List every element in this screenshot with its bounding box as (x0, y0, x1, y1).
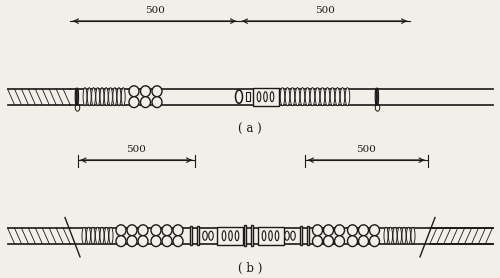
Ellipse shape (295, 88, 300, 106)
Ellipse shape (340, 88, 345, 106)
Ellipse shape (300, 88, 305, 106)
Ellipse shape (82, 227, 86, 244)
Text: 500: 500 (314, 6, 334, 15)
Ellipse shape (88, 88, 91, 106)
Ellipse shape (290, 88, 295, 106)
Ellipse shape (104, 227, 108, 244)
Ellipse shape (320, 88, 325, 106)
Ellipse shape (129, 97, 139, 108)
Ellipse shape (312, 225, 322, 236)
Ellipse shape (162, 225, 172, 236)
Ellipse shape (152, 86, 162, 97)
Ellipse shape (335, 88, 340, 106)
Ellipse shape (116, 225, 126, 236)
Ellipse shape (96, 88, 100, 106)
Text: 500: 500 (144, 6, 165, 15)
Bar (258, 227, 283, 245)
Bar (246, 93, 250, 101)
Bar (244, 225, 246, 246)
Bar (250, 225, 252, 246)
Bar (218, 227, 244, 245)
Ellipse shape (324, 236, 334, 247)
Ellipse shape (138, 225, 148, 236)
Ellipse shape (384, 227, 388, 244)
Ellipse shape (370, 236, 380, 247)
Ellipse shape (96, 227, 100, 244)
Bar (252, 88, 278, 106)
Ellipse shape (393, 227, 397, 244)
Ellipse shape (140, 86, 150, 97)
Ellipse shape (402, 227, 406, 244)
Ellipse shape (129, 86, 139, 97)
Bar (196, 226, 198, 245)
Bar (300, 226, 302, 245)
Ellipse shape (91, 227, 95, 244)
Ellipse shape (291, 231, 295, 240)
Ellipse shape (358, 225, 368, 236)
Ellipse shape (173, 225, 183, 236)
Ellipse shape (398, 227, 402, 244)
Ellipse shape (173, 236, 183, 247)
Ellipse shape (109, 227, 113, 244)
Ellipse shape (113, 88, 116, 106)
Ellipse shape (151, 225, 161, 236)
Ellipse shape (117, 88, 121, 106)
Text: ( a ): ( a ) (238, 123, 262, 136)
Ellipse shape (104, 88, 108, 106)
Ellipse shape (411, 227, 415, 244)
Ellipse shape (305, 88, 310, 106)
Ellipse shape (406, 227, 410, 244)
Ellipse shape (116, 236, 126, 247)
Ellipse shape (108, 88, 112, 106)
Ellipse shape (334, 225, 344, 236)
Ellipse shape (324, 225, 334, 236)
Ellipse shape (151, 236, 161, 247)
Ellipse shape (100, 88, 104, 106)
Ellipse shape (285, 88, 290, 106)
Ellipse shape (83, 88, 87, 106)
Ellipse shape (140, 97, 150, 108)
Ellipse shape (358, 236, 368, 247)
Ellipse shape (326, 88, 330, 106)
Bar (306, 226, 308, 245)
Ellipse shape (370, 225, 380, 236)
Ellipse shape (285, 231, 289, 240)
Ellipse shape (203, 231, 207, 240)
Ellipse shape (348, 225, 358, 236)
Ellipse shape (388, 227, 392, 244)
Ellipse shape (334, 236, 344, 247)
Ellipse shape (236, 90, 242, 103)
Ellipse shape (127, 225, 137, 236)
Ellipse shape (138, 236, 148, 247)
Ellipse shape (310, 88, 315, 106)
Ellipse shape (345, 88, 350, 106)
Ellipse shape (127, 236, 137, 247)
Ellipse shape (312, 236, 322, 247)
Ellipse shape (92, 88, 96, 106)
Ellipse shape (280, 88, 285, 106)
Ellipse shape (86, 227, 90, 244)
Text: 500: 500 (126, 145, 146, 154)
Bar (190, 226, 192, 245)
Ellipse shape (162, 236, 172, 247)
Ellipse shape (152, 97, 162, 108)
Text: 500: 500 (356, 145, 376, 154)
Ellipse shape (100, 227, 104, 244)
Ellipse shape (330, 88, 335, 106)
Ellipse shape (122, 88, 125, 106)
Ellipse shape (348, 236, 358, 247)
Ellipse shape (316, 88, 320, 106)
Text: ( b ): ( b ) (238, 262, 262, 275)
Ellipse shape (209, 231, 213, 240)
